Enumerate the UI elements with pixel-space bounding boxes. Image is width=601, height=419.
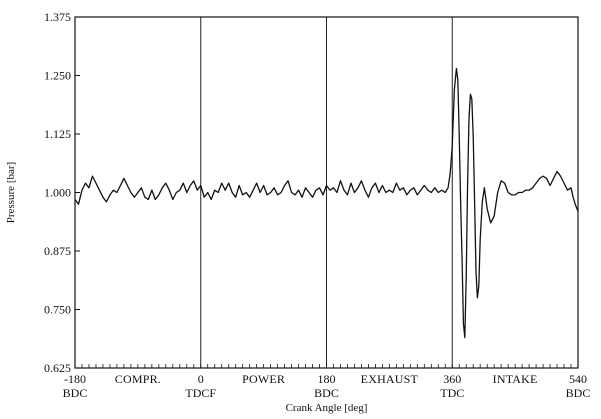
y-axis: 1.375 1.250 1.125 1.000 0.875 0.750 0.625 — [44, 10, 80, 375]
phase-label: POWER — [242, 372, 285, 386]
y-axis-title: Pressure [bar] — [5, 162, 17, 223]
y-tick-label: 1.250 — [44, 69, 71, 83]
x-tick-label: 180 — [318, 372, 336, 386]
y-tick-label: 0.750 — [44, 303, 71, 317]
x-tick-label: -180 — [64, 372, 86, 386]
phase-labels: COMPR. POWER EXHAUST INTAKE — [115, 372, 538, 386]
y-tick-label: 0.625 — [44, 361, 71, 375]
y-tick-label: 1.125 — [44, 127, 71, 141]
y-tick-label: 1.000 — [44, 186, 71, 200]
x-tick-sublabel: BDC — [314, 386, 339, 400]
x-tick-sublabel: TDC — [440, 386, 464, 400]
y-tick-label: 1.375 — [44, 10, 71, 24]
y-tick-label: 0.875 — [44, 244, 71, 258]
phase-label: INTAKE — [493, 372, 538, 386]
phase-label: COMPR. — [115, 372, 161, 386]
pressure-series-line — [74, 67, 579, 339]
x-tick-label: 0 — [198, 372, 204, 386]
x-tick-sublabel: TDCF — [185, 386, 216, 400]
x-tick-sublabel: BDC — [566, 386, 591, 400]
x-axis-title: Crank Angle [deg] — [286, 402, 368, 414]
phase-label: EXHAUST — [361, 372, 419, 386]
grid-layer — [74, 17, 579, 368]
x-tick-label: 540 — [569, 372, 587, 386]
minor-ticks — [74, 364, 579, 368]
x-tick-label: 360 — [443, 372, 461, 386]
x-tick-sublabel: BDC — [63, 386, 88, 400]
series-layer — [74, 67, 579, 339]
